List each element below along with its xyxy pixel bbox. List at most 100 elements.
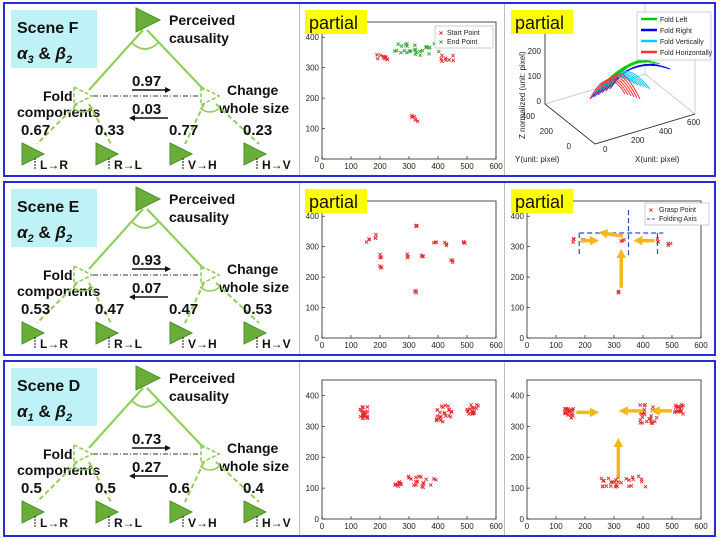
root-node — [135, 365, 162, 391]
legend-axis: Folding Axis — [659, 216, 697, 223]
point-marker — [442, 240, 447, 245]
point-marker — [414, 288, 418, 293]
leaf-label: V→H — [188, 158, 217, 172]
x3d-tick-label: 400 — [659, 127, 673, 136]
x-tick-label: 400 — [431, 162, 445, 171]
point-marker — [613, 484, 618, 489]
change-label-2: whole size — [218, 458, 289, 474]
leaf-node — [21, 142, 46, 166]
y-tick-label: 0 — [520, 334, 525, 343]
scene-label-box — [11, 368, 97, 426]
leaf-label: R→L — [114, 516, 142, 530]
trajectory-curve — [593, 78, 629, 98]
y-tick-label: 0 — [315, 155, 320, 164]
scatter-start-end: 0 100 200 300 400 500 600 0 100 200 300 400 Start Po… — [306, 21, 503, 171]
x-tick-label: 100 — [549, 522, 563, 531]
change-label-2: whole size — [218, 100, 289, 116]
leaf-value: 0.53 — [243, 301, 272, 318]
change-label-2: whole size — [218, 279, 289, 295]
change-node — [200, 264, 221, 286]
partial-tag — [511, 10, 573, 34]
point-marker — [571, 237, 576, 242]
trajectory-curve — [609, 71, 651, 90]
point-marker — [408, 49, 413, 54]
leaf-edge — [184, 461, 205, 503]
point-marker — [412, 43, 417, 48]
x-tick-label: 500 — [665, 341, 679, 350]
x-tick-label: 300 — [607, 341, 621, 350]
x-tick-label: 100 — [344, 522, 358, 531]
leaf-value: 0.53 — [21, 301, 50, 318]
and-or-tree: Scene E α2 & β2 Perceived causality Foldcomp… — [11, 186, 291, 351]
legend-start: Start Point — [447, 30, 480, 37]
point-marker — [652, 419, 657, 424]
point-marker — [600, 484, 605, 489]
arrow-right-head — [165, 266, 171, 272]
or-arc — [130, 220, 160, 229]
trajectory-curve — [597, 77, 632, 97]
point-marker — [396, 42, 401, 47]
point-marker — [367, 237, 371, 241]
x-tick-label: 500 — [460, 162, 474, 171]
point-marker — [608, 484, 613, 488]
y-tick-label: 400 — [306, 33, 320, 42]
alpha-beta-label: α2 & β2 — [17, 223, 72, 245]
point-marker — [413, 48, 418, 53]
trajectory-curve — [605, 72, 648, 92]
legend-entry: Fold Horizontally — [660, 50, 713, 57]
or-arc-left — [72, 107, 94, 113]
z-tick-label: 0 — [537, 97, 542, 106]
x-tick-label: 200 — [373, 341, 387, 350]
leaf-node — [21, 321, 46, 345]
change-label-1: Change — [227, 440, 279, 456]
leaf-node — [243, 321, 268, 345]
leaf-label: L→R — [40, 516, 68, 530]
leaf-value: 0.5 — [95, 480, 116, 497]
y-tick-label: 100 — [511, 304, 525, 313]
y-tick-label: 200 — [511, 273, 525, 282]
point-marker — [427, 51, 431, 56]
point-marker — [442, 411, 447, 416]
y-tick-label: 400 — [306, 212, 320, 221]
partial-tag-text: partial — [515, 192, 564, 212]
leaf-value: 0.4 — [243, 480, 265, 497]
and-or-tree: Scene F α3 & β2 Perceived causality Foldcomp… — [11, 7, 291, 172]
prob-bottom: 0.07 — [132, 280, 161, 297]
z-tick-label: 100 — [528, 72, 542, 81]
leaf-label: L→R — [40, 337, 68, 351]
orange-arrow-head — [633, 235, 643, 246]
point-marker — [375, 56, 380, 61]
point-marker — [436, 49, 441, 54]
y-tick-label: 400 — [306, 391, 320, 400]
or-arc-right — [199, 286, 221, 292]
point-marker — [364, 410, 368, 415]
scatter-components-arrows: 0 100 200 300 400 500 600 0 100 200 300 400 — [511, 379, 708, 531]
x-tick-label: 400 — [636, 341, 650, 350]
fold-label-1: Fold — [43, 446, 73, 462]
prob-top: 0.97 — [132, 73, 161, 90]
prob-bottom: 0.27 — [132, 459, 161, 476]
legend-marker — [439, 40, 443, 44]
point-marker — [638, 420, 643, 425]
leaf-label: V→H — [188, 516, 217, 530]
point-marker — [655, 236, 660, 241]
scene-label: Scene D — [17, 378, 80, 395]
legend-end: End Point — [447, 39, 477, 46]
leaf-node — [95, 500, 120, 524]
leaf-value: 0.33 — [95, 122, 124, 139]
point-marker — [622, 237, 626, 242]
point-marker — [399, 44, 404, 48]
x3d-tick-label: 200 — [631, 136, 645, 145]
x-tick-label: 400 — [431, 341, 445, 350]
perceived-label-2: causality — [169, 30, 229, 46]
point-marker — [383, 55, 388, 60]
y-tick-label: 100 — [511, 484, 525, 493]
point-marker — [472, 411, 477, 415]
y-tick-label: 100 — [306, 304, 320, 313]
x3d-tick-label: 0 — [603, 145, 608, 154]
point-marker — [359, 408, 364, 413]
leaf-label: R→L — [114, 158, 142, 172]
column-separator — [504, 183, 505, 354]
partial-tag — [305, 189, 367, 213]
x-tick-label: 100 — [344, 341, 358, 350]
